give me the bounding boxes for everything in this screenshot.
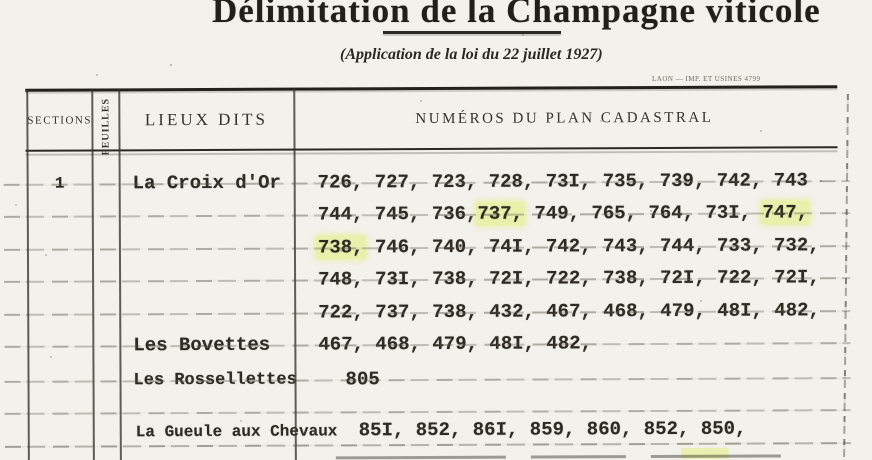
- title-underline: [383, 31, 561, 34]
- column-header-numeros: NUMÉROS DU PLAN CADASTRAL: [415, 109, 714, 128]
- cadastral-numbers: 85I, 852, 86I, 859, 860, 852, 850,: [359, 418, 747, 442]
- document-subtitle: (Application de la loi du 22 juillet 192…: [340, 46, 603, 63]
- lieu-dit-label: La Gueule aux Chevaux: [135, 422, 338, 442]
- table-top-border: [25, 85, 838, 92]
- table-row: La Gueule aux Chevaux 85I, 852, 86I, 859…: [1, 417, 872, 445]
- cut-off-text-artifact: [335, 455, 506, 460]
- scan-noise: [170, 64, 172, 66]
- cut-off-text-artifact: [650, 454, 781, 459]
- column-header-sections: SECTIONS: [27, 114, 92, 127]
- document-title: Délimitation de la Champagne viticole: [212, 0, 821, 30]
- cut-off-text-artifact: [530, 455, 626, 459]
- table-header-border: [25, 146, 838, 152]
- column-header-feuilles: FEUILLES: [100, 97, 112, 156]
- ruled-line: [4, 409, 851, 415]
- column-header-lieux-dits: LIEUX DITS: [144, 109, 268, 130]
- printer-mark: LAON — IMP. ET USINES 4799: [652, 75, 761, 83]
- number-segment: 85I, 852, 86I, 859, 860, 852, 850,: [358, 417, 747, 442]
